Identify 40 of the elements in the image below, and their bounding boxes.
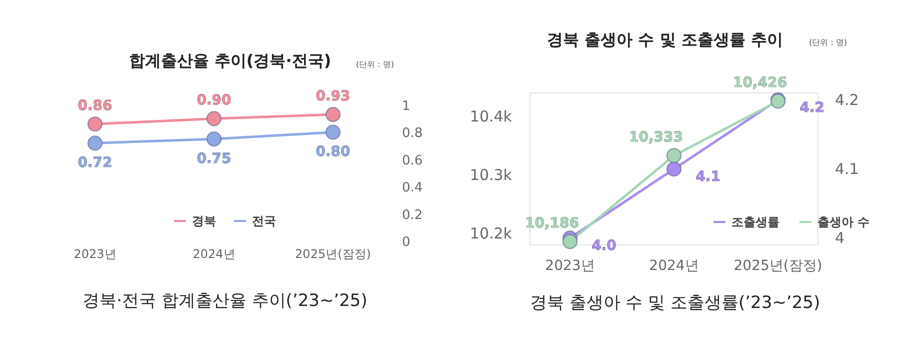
data-label: 10,426 xyxy=(732,75,788,92)
chart-subtitle: (단위 : 명) xyxy=(356,60,394,69)
data-label: 4.2 xyxy=(800,100,824,116)
data-label: 0.90 xyxy=(196,92,232,109)
chart-subtitle: (단위 : 명) xyxy=(808,38,848,47)
legend-label: 조출생률 xyxy=(732,215,780,229)
x-tick-label: 2024년 xyxy=(649,258,699,274)
y-tick-label: 0.4 xyxy=(402,180,423,196)
x-tick-label: 2023년 xyxy=(545,258,595,274)
y2-tick-label: 4 xyxy=(835,229,845,248)
data-label: 0.72 xyxy=(78,155,112,172)
x-tick-label: 2025년(잠정) xyxy=(295,247,371,261)
y2-tick-label: 4.2 xyxy=(835,90,859,109)
data-label: 4.0 xyxy=(592,238,617,254)
legend-label: 전국 xyxy=(252,214,276,228)
y-tick-label: 10.4k xyxy=(470,107,512,126)
y-tick-label: 0.2 xyxy=(402,208,423,223)
legend-label: 경북 xyxy=(192,214,216,228)
legend-label: 출생아 수 xyxy=(818,215,870,229)
y-tick-label: 0 xyxy=(402,235,410,250)
y-tick-label: 0.6 xyxy=(402,153,423,168)
data-label: 10,186 xyxy=(524,215,580,232)
y-tick-label: 1 xyxy=(402,99,410,114)
text: 경북 출생아 수 및 조출생률(’23~’25) xyxy=(530,293,820,313)
x-tick-label: 2024년 xyxy=(192,247,236,261)
y2-tick-label: 4.1 xyxy=(835,160,859,178)
y-tick-label: 10.3k xyxy=(470,166,512,184)
y-tick-label: 10.2k xyxy=(470,224,512,242)
text: 경북·전국 합계출산율 추이(’23~’25) xyxy=(82,291,368,311)
data-label: 4.1 xyxy=(696,169,720,185)
data-label: 0.80 xyxy=(316,144,351,160)
x-tick-label: 2025년(잠정) xyxy=(734,258,822,274)
data-label: 0.86 xyxy=(78,98,112,114)
chart-title: 합계출산율 추이(경북·전국) xyxy=(128,51,332,70)
data-label: 10,333 xyxy=(628,130,684,146)
x-tick-label: 2023년 xyxy=(74,247,116,261)
y-tick-label: 0.8 xyxy=(402,126,423,142)
data-label: 0.75 xyxy=(196,151,232,167)
chart-title: 경북 출생아 수 및 조출생률 추이 xyxy=(547,30,783,49)
data-label: 0.93 xyxy=(316,88,350,105)
